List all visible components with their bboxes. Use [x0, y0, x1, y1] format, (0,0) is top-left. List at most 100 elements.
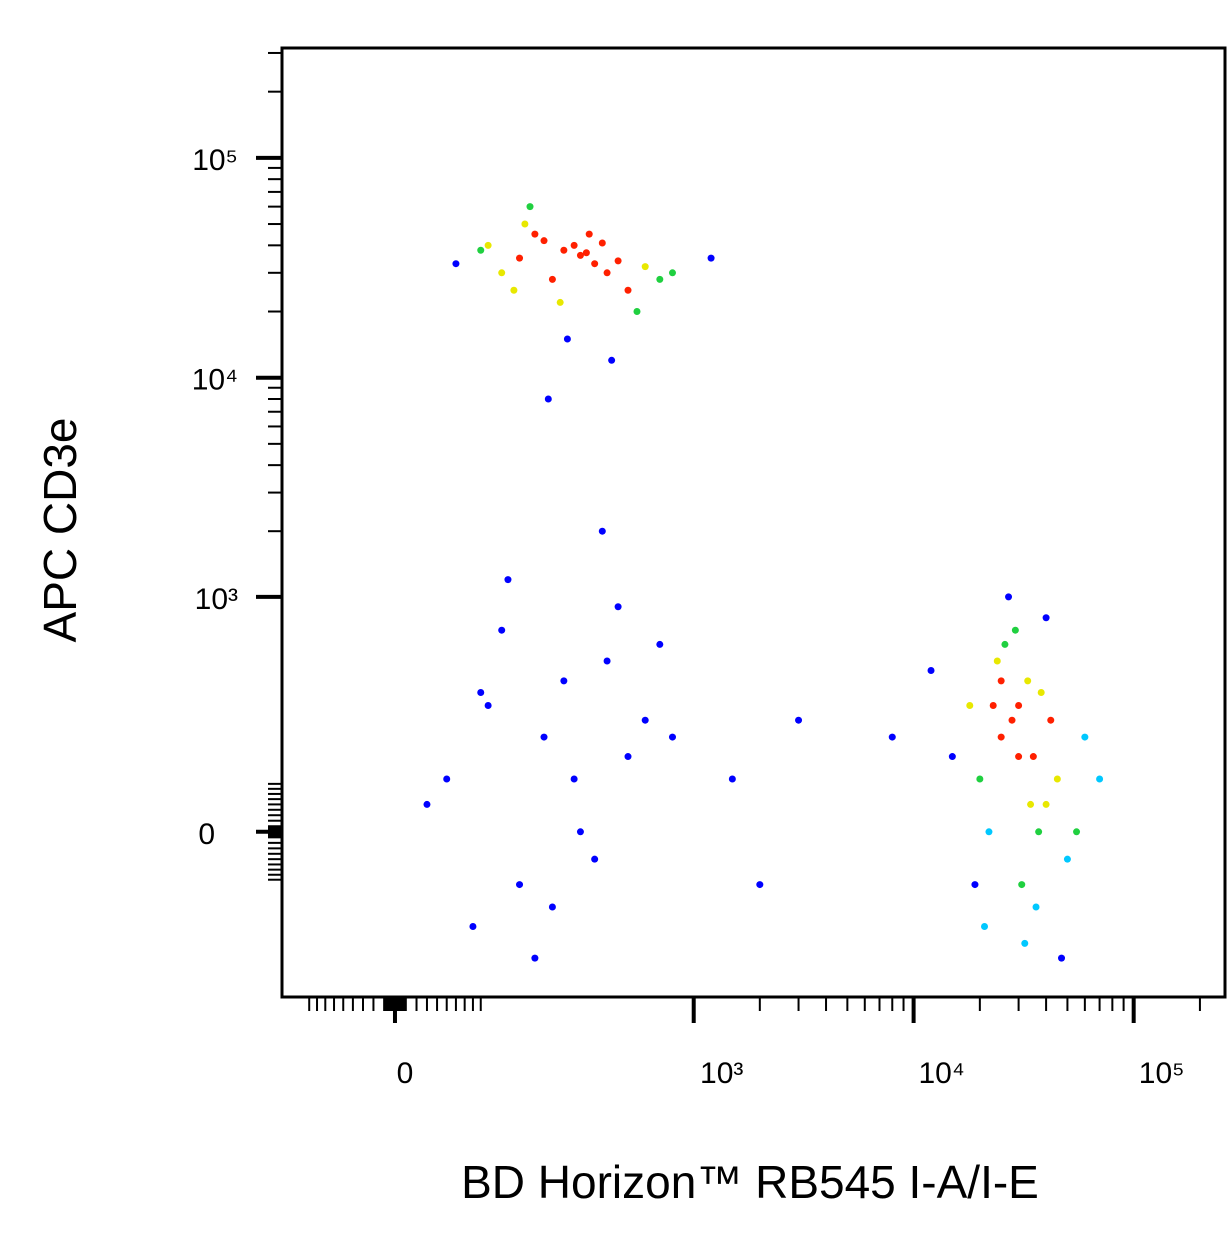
- event-dot: [484, 241, 492, 249]
- event-dot: [707, 254, 715, 262]
- event-dot: [504, 576, 512, 584]
- event-dot: [1024, 677, 1032, 685]
- event-dot: [614, 603, 622, 611]
- event-dot: [1063, 855, 1071, 863]
- event-dot: [976, 775, 984, 783]
- event-dot: [1047, 716, 1055, 724]
- x-tick-label: 10³: [700, 1057, 743, 1090]
- event-dot: [570, 775, 578, 783]
- event-dot: [668, 733, 676, 741]
- event-dot: [633, 308, 641, 316]
- event-dot: [728, 775, 736, 783]
- x-axis-title: BD Horizon™ RB545 I-A/I-E: [461, 1156, 1039, 1208]
- event-dot: [443, 775, 451, 783]
- event-dot: [1053, 775, 1061, 783]
- event-dot: [548, 903, 556, 911]
- event-dot: [452, 260, 460, 268]
- y-tick-label: 10³: [195, 583, 238, 616]
- event-dot: [608, 356, 616, 364]
- event-dot: [603, 269, 611, 277]
- event-dot: [540, 733, 548, 741]
- y-tick-label: 10⁵: [192, 144, 238, 177]
- x-tick-label: 10⁴: [918, 1057, 964, 1090]
- event-dot: [582, 249, 590, 257]
- event-dot: [1096, 775, 1104, 783]
- event-dot: [576, 828, 584, 836]
- x-tick-label: 10⁵: [1139, 1057, 1185, 1090]
- event-dot: [1081, 733, 1089, 741]
- event-dot: [560, 677, 568, 685]
- event-dot: [985, 828, 993, 836]
- event-dot: [560, 246, 568, 254]
- event-dot: [516, 254, 524, 262]
- x-tick-label: 0: [397, 1057, 414, 1090]
- event-dot: [498, 269, 506, 277]
- event-dot: [624, 286, 632, 294]
- event-dot: [1029, 753, 1037, 761]
- event-dot: [477, 688, 485, 696]
- event-dot: [1001, 640, 1009, 648]
- event-dot: [1011, 626, 1019, 634]
- event-dot: [591, 855, 599, 863]
- event-dot: [510, 286, 518, 294]
- event-dot: [1021, 939, 1029, 947]
- event-dot: [795, 716, 803, 724]
- event-dot: [1042, 614, 1050, 622]
- event-dot: [656, 275, 664, 283]
- event-dot: [641, 716, 649, 724]
- event-dot: [966, 701, 974, 709]
- event-dot: [469, 923, 477, 931]
- event-dot: [1032, 903, 1040, 911]
- event-dot: [668, 269, 676, 277]
- event-dot: [563, 335, 571, 343]
- event-dot: [526, 203, 534, 211]
- event-dot: [1008, 716, 1016, 724]
- event-dot: [888, 733, 896, 741]
- event-dot: [981, 923, 989, 931]
- event-dot: [521, 220, 529, 228]
- event-dot: [1018, 881, 1026, 889]
- event-dot: [997, 733, 1005, 741]
- event-dot: [531, 954, 539, 962]
- event-dot: [614, 257, 622, 265]
- event-dot: [993, 657, 1001, 665]
- event-dot: [1027, 800, 1035, 808]
- event-dot: [531, 230, 539, 238]
- event-dot: [591, 260, 599, 268]
- event-dot: [1005, 593, 1013, 601]
- event-dot: [1015, 701, 1023, 709]
- event-dot: [989, 701, 997, 709]
- y-tick-label: 0: [198, 818, 215, 851]
- event-dot: [641, 263, 649, 271]
- event-dot: [598, 239, 606, 247]
- event-dot: [1015, 753, 1023, 761]
- event-dot: [948, 753, 956, 761]
- event-dot: [1073, 828, 1081, 836]
- event-dot: [598, 527, 606, 535]
- event-dot: [971, 881, 979, 889]
- event-dot: [548, 275, 556, 283]
- event-dot: [585, 230, 593, 238]
- event-dot: [570, 241, 578, 249]
- plot-frame: [280, 46, 1227, 999]
- event-dot: [927, 666, 935, 674]
- event-dot: [516, 881, 524, 889]
- event-dot: [656, 640, 664, 648]
- event-dot: [756, 881, 764, 889]
- event-dot: [1042, 800, 1050, 808]
- event-dot: [1037, 688, 1045, 696]
- event-dot: [1058, 954, 1066, 962]
- y-tick-label: 10⁴: [192, 364, 238, 397]
- event-dot: [498, 626, 506, 634]
- event-dot: [624, 753, 632, 761]
- event-dot: [1035, 828, 1043, 836]
- event-dot: [544, 395, 552, 403]
- event-dot: [484, 701, 492, 709]
- event-dot: [477, 246, 485, 254]
- event-dot: [556, 298, 564, 306]
- event-dot: [423, 800, 431, 808]
- y-axis-title: APC CD3e: [34, 418, 86, 643]
- event-dot: [540, 237, 548, 245]
- event-dot: [997, 677, 1005, 685]
